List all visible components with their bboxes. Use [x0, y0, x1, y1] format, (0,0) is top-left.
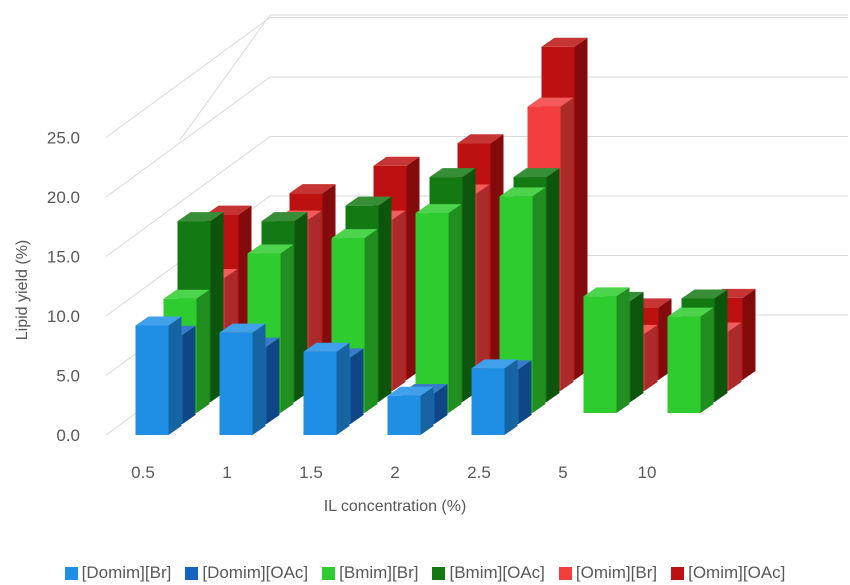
legend-swatch	[671, 566, 685, 580]
legend: [Domim][Br] [Domim][OAc] [Bmim][Br] [Bmim][…	[0, 563, 850, 583]
gridline-diagonal	[105, 17, 271, 138]
y-axis-title: Lipid yield (%)	[14, 240, 31, 340]
legend-label: [Domim][Br]	[81, 563, 172, 582]
gridline-diagonal	[105, 136, 271, 257]
bar	[387, 386, 434, 435]
legend-swatch	[322, 566, 336, 580]
x-tick-label: 1	[222, 463, 231, 482]
legend-item: [Omim][OAc]	[671, 563, 785, 583]
legend-item: [Bmim][Br]	[322, 563, 418, 583]
legend-label: [Omim][OAc]	[688, 563, 786, 582]
y-tick-labels: 0.0 5.0 10.0 15.0 20.0 25.0	[47, 129, 80, 446]
gridline-diagonal	[105, 76, 271, 198]
legend-swatch	[64, 566, 78, 580]
bar	[583, 287, 630, 413]
legend-item: [Bmim][OAc]	[432, 563, 545, 583]
legend-label: [Omim][Br]	[575, 563, 658, 582]
y-tick-label: 25.0	[47, 129, 80, 148]
legend-item: [Domim][OAc]	[185, 563, 308, 583]
bar	[219, 323, 266, 435]
bars	[135, 37, 756, 435]
x-tick-label: 10	[638, 463, 657, 482]
bar	[471, 359, 518, 435]
legend-item: [Domim][Br]	[64, 563, 172, 583]
lipid-yield-chart: 0.0 5.0 10.0 15.0 20.0 25.0 0.5 1 1.5 2 2.5 5 10 Li…	[14, 14, 848, 515]
y-tick-label: 15.0	[47, 248, 80, 267]
legend-swatch	[185, 566, 199, 580]
y-tick-label: 0.0	[56, 426, 80, 445]
bar	[667, 307, 714, 413]
x-tick-label: 2	[390, 463, 399, 482]
legend-label: [Bmim][Br]	[339, 563, 419, 582]
x-tick-label: 0.5	[131, 463, 155, 482]
y-tick-label: 20.0	[47, 188, 80, 207]
legend-swatch	[558, 566, 572, 580]
bar	[135, 316, 182, 435]
x-tick-label: 1.5	[299, 463, 323, 482]
legend-item: [Omim][Br]	[558, 563, 658, 583]
y-tick-label: 5.0	[56, 367, 80, 386]
bar	[303, 342, 350, 435]
x-tick-labels: 0.5 1 1.5 2 2.5 5 10	[131, 463, 656, 482]
legend-label: [Domim][OAc]	[202, 563, 309, 582]
legend-label: [Bmim][OAc]	[449, 563, 545, 582]
x-tick-label: 5	[558, 463, 567, 482]
y-tick-label: 10.0	[47, 307, 80, 326]
bar	[415, 204, 462, 413]
gridline-diagonal	[179, 14, 271, 141]
x-tick-label: 2.5	[467, 463, 491, 482]
x-axis-title: IL concentration (%)	[324, 498, 467, 515]
legend-swatch	[432, 566, 446, 580]
